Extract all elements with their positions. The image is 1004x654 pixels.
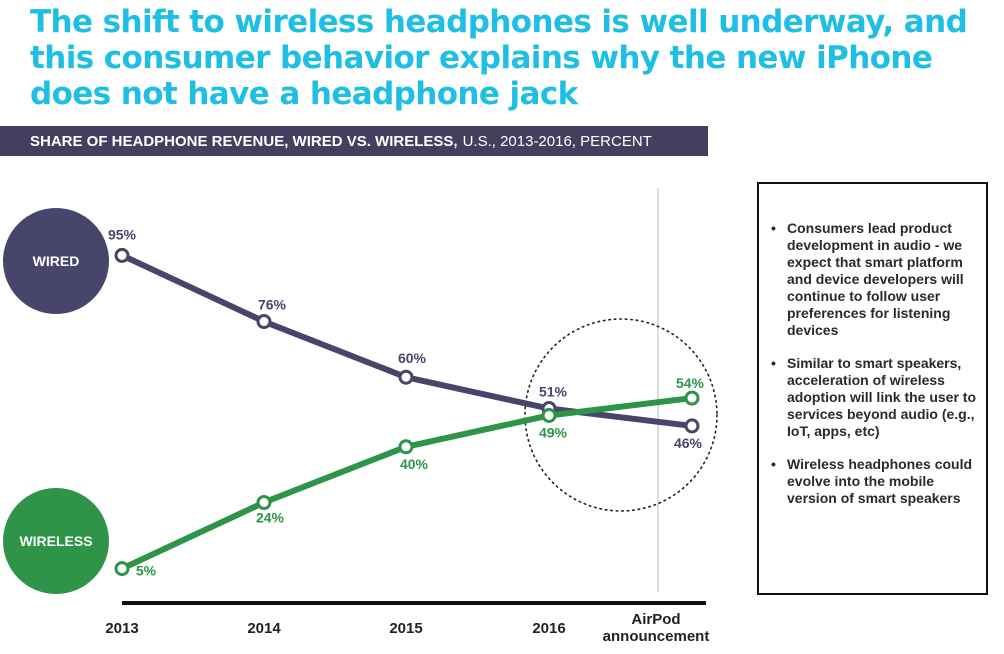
data-point-wired	[256, 314, 272, 330]
data-label-wireless: 54%	[676, 375, 705, 391]
data-point-wireless	[114, 561, 130, 577]
data-label-wired: 60%	[398, 350, 427, 366]
bullet-icon: •	[771, 220, 776, 236]
banner-title: SHARE OF HEADPHONE REVENUE, WIRED VS. WI…	[30, 132, 458, 150]
bullet-icon: •	[771, 456, 776, 472]
data-point-wireless	[256, 494, 272, 510]
data-label-wireless: 40%	[400, 456, 429, 472]
note-text: Similar to smart speakers, acceleration …	[787, 355, 977, 439]
data-label-wireless: 5%	[136, 563, 157, 579]
series-line-wired	[119, 252, 695, 429]
x-tick-label: 2013	[105, 620, 138, 637]
data-point-wired	[684, 418, 700, 434]
data-point-wired	[398, 369, 414, 385]
legend-label: WIRELESS	[19, 533, 92, 549]
series-line-wireless	[119, 395, 695, 572]
data-point-wireless	[398, 439, 414, 455]
note-text: Wireless headphones could evolve into th…	[787, 456, 973, 506]
legend-circle	[3, 208, 109, 314]
x-tick-label: 2015	[389, 620, 422, 637]
note-text: Consumers lead product development in au…	[787, 220, 964, 338]
legend-circle	[3, 488, 109, 594]
crossover-highlight-circle	[524, 318, 718, 512]
data-label-wireless: 49%	[539, 424, 568, 440]
bullet-icon: •	[771, 355, 776, 371]
data-point-wired	[114, 247, 130, 263]
note-item: • Consumers lead product development in a…	[771, 220, 976, 339]
legend-wireless: WIRELESS	[3, 488, 109, 594]
note-item: • Similar to smart speakers, acceleration…	[771, 355, 976, 440]
line-chart: 2013 2014 2015 2016 AirPod announcement 95% 76%…	[3, 188, 718, 645]
banner-subtitle: U.S., 2013-2016, PERCENT	[462, 132, 652, 150]
legend-label: WIRED	[33, 253, 80, 269]
chart-banner: SHARE OF HEADPHONE REVENUE, WIRED VS. WI…	[0, 126, 708, 156]
data-label-wired: 51%	[539, 384, 568, 400]
notes-box: • Consumers lead product development in a…	[757, 182, 988, 595]
data-label-wireless: 24%	[256, 509, 285, 525]
headline: The shift to wireless headphones is well…	[30, 4, 968, 112]
data-label-wired: 46%	[674, 435, 703, 451]
x-tick-label: AirPod announcement	[603, 611, 710, 645]
data-label-wired: 95%	[108, 226, 137, 242]
data-label-wired: 76%	[258, 297, 287, 313]
legend-wired: WIRED	[3, 208, 109, 314]
data-point-wireless	[684, 390, 700, 406]
note-item: • Wireless headphones could evolve into t…	[771, 456, 976, 507]
data-point-wireless	[541, 407, 557, 423]
x-tick-label: 2016	[532, 620, 565, 637]
x-tick-label: 2014	[247, 620, 281, 637]
